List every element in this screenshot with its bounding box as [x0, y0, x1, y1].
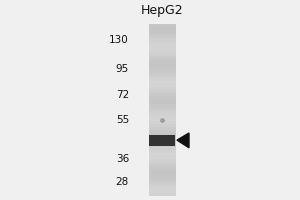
Text: 72: 72: [116, 90, 129, 100]
Bar: [148, 64, 176, 67]
Text: 36: 36: [116, 154, 129, 164]
Bar: [148, 27, 176, 30]
Bar: [148, 133, 176, 136]
Bar: [148, 162, 176, 164]
Bar: [148, 113, 176, 116]
Polygon shape: [177, 133, 189, 148]
Bar: [148, 96, 176, 99]
Bar: [148, 78, 176, 81]
Bar: [148, 35, 176, 38]
Bar: [148, 190, 176, 193]
Bar: [148, 121, 176, 124]
Bar: [148, 173, 176, 176]
Bar: [148, 93, 176, 96]
Bar: [148, 24, 176, 196]
Bar: [148, 53, 176, 56]
Bar: [148, 164, 176, 167]
Bar: [148, 99, 176, 101]
Bar: [148, 70, 176, 73]
Bar: [148, 81, 176, 84]
Bar: [148, 136, 176, 139]
Bar: [148, 84, 176, 87]
Bar: [148, 30, 176, 33]
Bar: [148, 110, 176, 113]
Bar: [148, 116, 176, 119]
Bar: [148, 179, 176, 182]
Bar: [148, 58, 176, 61]
Bar: [148, 47, 176, 50]
Bar: [148, 150, 176, 153]
Text: HepG2: HepG2: [141, 4, 183, 17]
Bar: [148, 130, 176, 133]
Bar: [148, 127, 176, 130]
Bar: [148, 159, 176, 162]
Bar: [148, 193, 176, 196]
Bar: [148, 44, 176, 47]
Bar: [148, 87, 176, 90]
Bar: [148, 124, 176, 127]
Bar: [148, 56, 176, 58]
Bar: [148, 176, 176, 179]
Bar: [148, 33, 176, 35]
Bar: [148, 101, 176, 104]
Bar: [148, 144, 176, 147]
Bar: [148, 90, 176, 93]
Bar: [148, 50, 176, 53]
Bar: [148, 187, 176, 190]
Bar: [148, 61, 176, 64]
Bar: [148, 167, 176, 170]
Bar: [148, 24, 176, 27]
Bar: [148, 76, 176, 78]
Bar: [148, 185, 176, 187]
Text: 55: 55: [116, 115, 129, 125]
Bar: [148, 142, 176, 144]
Bar: [149, 135, 175, 146]
Text: 130: 130: [109, 35, 129, 45]
Bar: [148, 153, 176, 156]
Bar: [148, 67, 176, 70]
Text: 28: 28: [116, 177, 129, 187]
Bar: [148, 38, 176, 41]
Bar: [148, 107, 176, 110]
Bar: [148, 170, 176, 173]
Bar: [148, 182, 176, 185]
Bar: [148, 156, 176, 159]
Bar: [148, 41, 176, 44]
Bar: [148, 119, 176, 121]
Bar: [148, 73, 176, 76]
Bar: [148, 139, 176, 142]
Text: 95: 95: [116, 64, 129, 74]
Bar: [148, 104, 176, 107]
Bar: [148, 147, 176, 150]
